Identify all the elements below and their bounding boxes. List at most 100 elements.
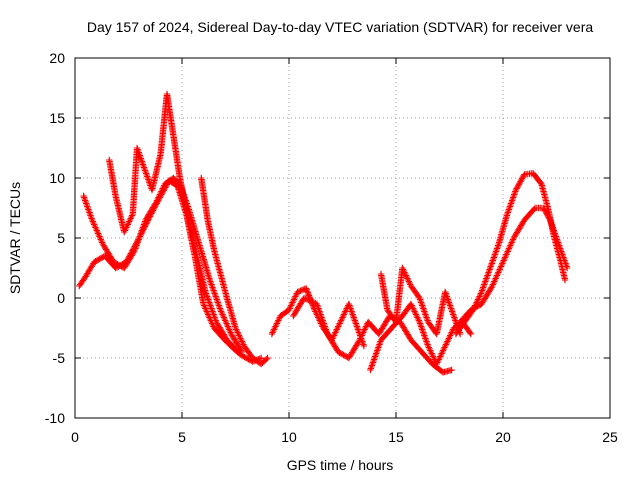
data-point [226, 326, 233, 333]
x-tick-label: 25 [602, 429, 618, 445]
data-point [433, 360, 440, 368]
data-point [504, 248, 511, 255]
data-point [300, 294, 308, 302]
data-point [235, 332, 243, 339]
data-point [517, 178, 524, 185]
data-point [516, 179, 523, 187]
data-point [332, 329, 339, 336]
data-point [402, 270, 409, 278]
data-point [124, 221, 131, 228]
data-point [269, 329, 276, 336]
data-point [304, 288, 311, 295]
data-point [415, 317, 423, 324]
data-point [98, 239, 106, 246]
data-point [339, 314, 346, 321]
data-point [399, 266, 407, 273]
data-point [493, 273, 500, 281]
data-point [338, 315, 345, 323]
data-point [225, 324, 232, 332]
data-point [491, 276, 499, 284]
data-point [126, 216, 134, 224]
data-point [272, 323, 279, 330]
data-point [500, 257, 507, 264]
data-point [306, 297, 313, 304]
data-point [446, 333, 453, 341]
y-tick-label: 10 [49, 170, 65, 186]
data-point [561, 276, 569, 284]
data-point [408, 302, 415, 309]
data-point [294, 288, 301, 296]
data-point [226, 327, 234, 335]
series-track-3 [106, 90, 241, 356]
data-point [233, 327, 241, 335]
data-point [121, 228, 128, 236]
data-point [426, 345, 433, 353]
data-point [224, 323, 232, 330]
data-point [402, 272, 410, 279]
data-point [92, 225, 100, 233]
y-tick-label: 15 [49, 110, 65, 126]
series-track-4 [198, 174, 271, 368]
data-point [125, 219, 132, 227]
data-point [234, 348, 241, 356]
data-point [442, 341, 450, 348]
data-point [444, 336, 452, 344]
data-point [204, 311, 212, 318]
x-tick-label: 15 [388, 429, 404, 445]
data-point [494, 270, 501, 278]
data-point [257, 354, 265, 362]
data-point [94, 228, 101, 236]
data-point [97, 236, 105, 243]
data-point [127, 215, 134, 222]
data-point [519, 174, 527, 181]
data-point [121, 227, 129, 234]
data-point [224, 321, 231, 329]
data-point [91, 222, 98, 230]
data-point [429, 353, 437, 360]
data-point [287, 302, 295, 309]
data-point [495, 267, 503, 275]
data-point [441, 344, 448, 351]
data-point [287, 303, 294, 311]
x-tick-label: 20 [495, 429, 511, 445]
y-axis-label: SDTVAR / TECUs [7, 182, 23, 294]
data-point [514, 183, 521, 191]
data-point [263, 356, 270, 363]
data-point [222, 318, 230, 326]
data-point [424, 342, 432, 350]
data-point [237, 335, 244, 342]
data-point [202, 306, 210, 314]
data-point [512, 186, 520, 194]
data-point [439, 347, 447, 354]
y-tick-label: 0 [57, 290, 65, 306]
data-point [406, 279, 413, 287]
data-point [89, 218, 96, 225]
data-point [235, 330, 242, 338]
data-point [331, 330, 338, 338]
data-point [403, 273, 410, 281]
data-point [305, 296, 312, 304]
data-point [292, 291, 300, 299]
data-point [429, 351, 436, 359]
data-point [274, 318, 281, 326]
data-point [507, 242, 514, 249]
data-point [130, 248, 138, 255]
data-point [505, 246, 512, 254]
data-point [401, 269, 408, 276]
data-point [340, 312, 347, 320]
data-point [439, 348, 446, 356]
data-point [492, 275, 499, 282]
data-point [434, 359, 441, 366]
data-point [95, 231, 103, 239]
data-point [233, 326, 240, 333]
data-point [497, 264, 504, 272]
data-point [476, 293, 483, 300]
data-point [90, 219, 97, 227]
data-point [409, 303, 416, 311]
data-point [362, 323, 370, 330]
data-point [415, 293, 422, 300]
data-point [467, 330, 475, 338]
data-point [505, 245, 513, 252]
data-point [152, 200, 159, 207]
data-point [355, 338, 362, 345]
